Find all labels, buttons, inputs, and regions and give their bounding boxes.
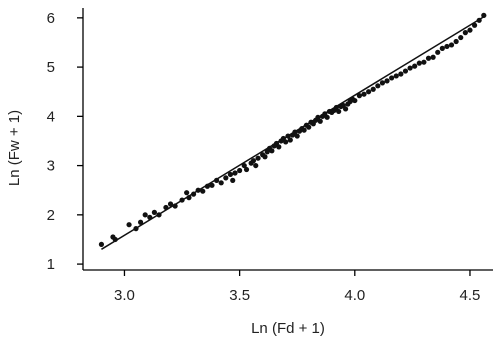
data-point: [283, 139, 289, 145]
data-points: [98, 12, 487, 247]
data-point: [342, 106, 349, 112]
data-point: [370, 86, 376, 92]
fit-line: [101, 14, 487, 250]
data-point: [301, 127, 307, 133]
y-tick-label: 2: [47, 207, 55, 224]
data-point: [435, 49, 441, 55]
axes: [82, 8, 493, 271]
data-point: [416, 60, 422, 66]
data-point: [126, 222, 132, 228]
x-tick-label: 3.0: [114, 287, 135, 304]
data-point: [389, 75, 395, 81]
x-tick-label: 3.5: [229, 287, 250, 304]
data-point: [306, 124, 312, 130]
data-point: [287, 137, 293, 143]
y-axis-title: Ln (Fw + 1): [6, 110, 23, 186]
data-point: [241, 162, 247, 169]
data-point: [253, 162, 259, 169]
data-point: [462, 30, 468, 36]
data-point: [218, 180, 224, 186]
data-point: [379, 80, 386, 86]
data-point: [467, 27, 473, 33]
y-tick-label: 5: [47, 59, 55, 76]
data-point: [98, 241, 105, 247]
data-point: [458, 34, 464, 41]
data-point: [230, 177, 236, 183]
y-axis-ticks: 1 2 3 4 5 6: [47, 10, 83, 273]
data-point: [384, 78, 390, 84]
data-point: [421, 59, 427, 65]
data-point: [393, 73, 399, 79]
data-point: [255, 155, 261, 161]
x-tick-label: 4.5: [460, 287, 481, 304]
data-point: [250, 158, 257, 164]
data-point: [317, 118, 323, 124]
data-point: [276, 144, 282, 150]
data-point: [398, 71, 404, 77]
y-tick-label: 6: [47, 10, 55, 27]
data-point: [402, 68, 409, 74]
data-point: [262, 154, 268, 160]
data-point: [223, 175, 229, 181]
data-point: [324, 114, 330, 120]
x-axis-ticks: 3.0 3.5 4.0 4.5: [114, 270, 480, 304]
data-point: [448, 42, 455, 48]
data-point: [425, 55, 432, 61]
data-point: [243, 166, 250, 173]
data-point: [200, 188, 206, 194]
data-point: [439, 45, 445, 51]
data-point: [184, 190, 190, 196]
data-point: [430, 54, 436, 60]
data-point: [352, 97, 358, 104]
data-point: [237, 167, 243, 174]
y-tick-label: 1: [47, 256, 55, 273]
data-point: [407, 65, 413, 71]
y-tick-label: 3: [47, 158, 55, 175]
data-point: [209, 182, 215, 188]
x-tick-label: 4.0: [344, 287, 365, 304]
data-point: [444, 43, 450, 50]
data-point: [356, 93, 363, 99]
data-point: [412, 63, 418, 69]
data-point: [232, 170, 238, 176]
y-tick-label: 4: [47, 108, 55, 125]
data-point: [375, 83, 381, 89]
data-point: [151, 209, 158, 215]
data-point: [361, 91, 367, 97]
data-point: [336, 108, 342, 115]
data-point: [227, 171, 234, 178]
data-point: [294, 133, 300, 139]
data-point: [167, 201, 174, 207]
data-point: [137, 219, 144, 225]
data-point: [453, 38, 459, 45]
data-point: [142, 212, 148, 218]
data-point: [269, 148, 275, 154]
x-axis-title: Ln (Fd + 1): [251, 320, 325, 337]
data-point: [366, 89, 372, 95]
